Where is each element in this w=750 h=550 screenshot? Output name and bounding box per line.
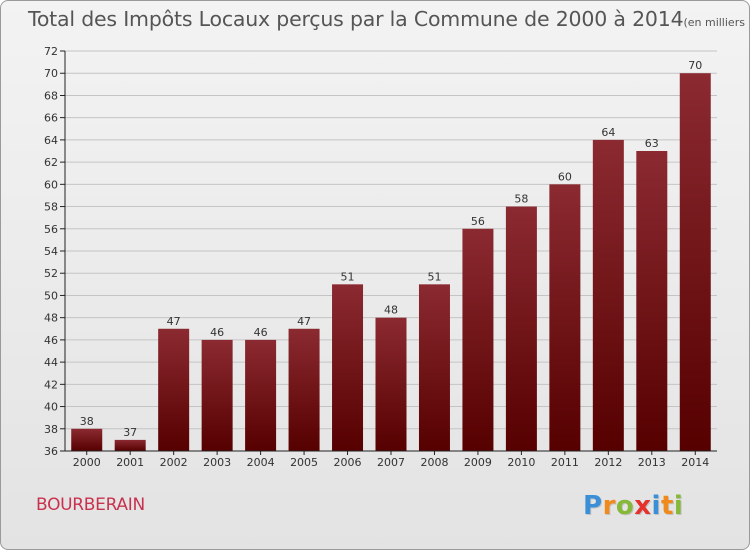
bar-value-label: 70 bbox=[688, 59, 702, 72]
brand-letter: x bbox=[634, 491, 652, 521]
bar-value-label: 46 bbox=[254, 326, 268, 339]
proxiti-logo[interactable]: Proxiti bbox=[583, 491, 683, 521]
y-tick-label: 38 bbox=[44, 423, 58, 436]
x-tick-label: 2010 bbox=[507, 456, 535, 469]
chart-unit: (en milliers d'€) bbox=[683, 16, 749, 29]
x-tick-label: 2004 bbox=[247, 456, 275, 469]
bar bbox=[158, 328, 190, 451]
y-tick-label: 62 bbox=[44, 156, 58, 169]
bar-value-label: 48 bbox=[384, 304, 398, 317]
x-tick-label: 2000 bbox=[73, 456, 101, 469]
x-tick-label: 2012 bbox=[594, 456, 622, 469]
bar-value-label: 37 bbox=[123, 426, 137, 439]
bar-value-label: 46 bbox=[210, 326, 224, 339]
bar bbox=[462, 228, 494, 451]
x-tick-label: 2003 bbox=[203, 456, 231, 469]
x-tick-label: 2005 bbox=[290, 456, 318, 469]
bar-value-label: 51 bbox=[427, 270, 441, 283]
bar-value-label: 47 bbox=[167, 315, 181, 328]
bar bbox=[636, 151, 668, 451]
bar-value-label: 56 bbox=[471, 215, 485, 228]
brand-letter: i bbox=[651, 491, 661, 521]
chart-title-text: Total des Impôts Locaux perçus par la Co… bbox=[28, 7, 684, 31]
y-tick-label: 44 bbox=[44, 356, 58, 369]
bar bbox=[114, 439, 146, 451]
bar bbox=[332, 284, 364, 451]
bar-value-label: 58 bbox=[514, 193, 528, 206]
y-tick-label: 58 bbox=[44, 201, 58, 214]
x-tick-label: 2006 bbox=[334, 456, 362, 469]
y-tick-label: 70 bbox=[44, 67, 58, 80]
bar-value-label: 47 bbox=[297, 315, 311, 328]
y-tick-label: 52 bbox=[44, 267, 58, 280]
y-tick-label: 46 bbox=[44, 334, 58, 347]
x-tick-label: 2001 bbox=[116, 456, 144, 469]
chart-title: Total des Impôts Locaux perçus par la Co… bbox=[28, 7, 749, 31]
x-tick-label: 2011 bbox=[551, 456, 579, 469]
bar bbox=[679, 73, 711, 451]
y-tick-label: 36 bbox=[44, 445, 58, 458]
bar bbox=[549, 184, 581, 452]
x-tick-label: 2014 bbox=[681, 456, 709, 469]
bar bbox=[418, 284, 450, 451]
bar bbox=[505, 206, 537, 451]
y-tick-label: 66 bbox=[44, 112, 58, 125]
x-tick-label: 2013 bbox=[638, 456, 666, 469]
y-tick-label: 60 bbox=[44, 178, 58, 191]
bar bbox=[375, 317, 407, 451]
bar bbox=[592, 139, 624, 451]
x-tick-label: 2007 bbox=[377, 456, 405, 469]
y-tick-label: 68 bbox=[44, 89, 58, 102]
bar-value-label: 64 bbox=[601, 126, 615, 139]
bar bbox=[288, 328, 320, 451]
y-tick-label: 56 bbox=[44, 223, 58, 236]
bar bbox=[71, 428, 103, 451]
y-tick-label: 50 bbox=[44, 289, 58, 302]
brand-letter: i bbox=[673, 491, 684, 521]
x-tick-label: 2002 bbox=[160, 456, 188, 469]
commune-name: BOURBERAIN bbox=[36, 495, 145, 515]
brand-letter: P bbox=[583, 491, 603, 521]
bar-value-label: 51 bbox=[341, 270, 355, 283]
bar bbox=[245, 339, 277, 451]
y-tick-label: 48 bbox=[44, 312, 58, 325]
brand-letter: r bbox=[602, 491, 616, 521]
bar-value-label: 38 bbox=[80, 415, 94, 428]
y-tick-label: 40 bbox=[44, 401, 58, 414]
y-tick-label: 54 bbox=[44, 245, 58, 258]
bar-value-label: 60 bbox=[558, 170, 572, 183]
x-tick-label: 2008 bbox=[420, 456, 448, 469]
y-tick-label: 72 bbox=[44, 45, 58, 58]
y-tick-label: 42 bbox=[44, 378, 58, 391]
x-tick-label: 2009 bbox=[464, 456, 492, 469]
brand-letter: t bbox=[660, 491, 674, 521]
bar bbox=[201, 339, 233, 451]
y-tick-label: 64 bbox=[44, 134, 58, 147]
brand-letter: o bbox=[615, 491, 635, 521]
bar-value-label: 63 bbox=[645, 137, 659, 150]
